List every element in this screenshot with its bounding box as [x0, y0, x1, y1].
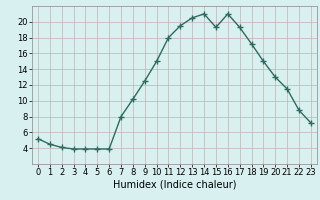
X-axis label: Humidex (Indice chaleur): Humidex (Indice chaleur): [113, 180, 236, 190]
